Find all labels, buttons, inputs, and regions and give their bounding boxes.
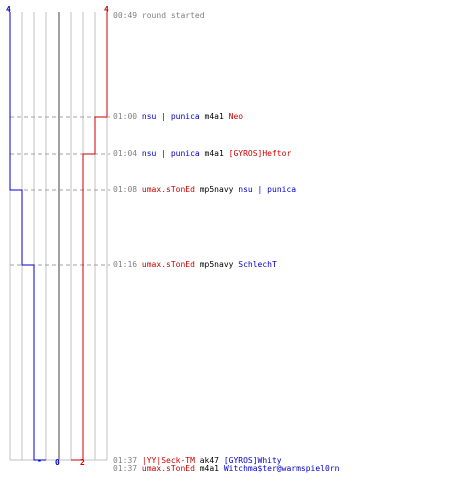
event-player-name: [GYROS]Heftor	[228, 149, 292, 158]
event-timestamp: 01:08	[113, 185, 138, 194]
event-row: 01:37 umax.sTonEd m4a1 Witchma$ter@warms…	[113, 464, 339, 474]
event-timestamp: 01:37	[113, 456, 138, 465]
event-weapon: m4a1	[204, 149, 224, 158]
event-weapon: mp5navy	[199, 260, 234, 269]
event-row: 01:37 |YY|Seck-TM ak47 [GYROS]Whity	[113, 456, 282, 466]
event-player-name: [GYROS]Whity	[223, 456, 282, 465]
event-player-name: nsu | punica	[238, 185, 297, 194]
team-a-bottom-count: 0	[55, 458, 60, 467]
event-row: 01:00 nsu | punica m4a1 Neo	[113, 112, 243, 122]
team-a-bottom-mark: -	[37, 456, 42, 465]
team-b-top-count: 4	[104, 5, 109, 14]
timeline-grid	[9, 12, 108, 461]
event-player-name: umax.sTonEd	[141, 464, 195, 473]
team-a-trace	[9, 12, 46, 461]
event-row: 01:16 umax.sTonEd mp5navy SchlechT	[113, 260, 277, 270]
event-row: 00:49 round started	[113, 11, 205, 21]
player-count-traces	[9, 12, 108, 461]
event-weapon: mp5navy	[199, 185, 234, 194]
event-message: round started	[141, 11, 205, 20]
event-timestamp: 00:49	[113, 11, 138, 20]
team-b-trace	[71, 12, 108, 461]
event-row: 01:04 nsu | punica m4a1 [GYROS]Heftor	[113, 149, 291, 159]
event-player-name: Witchma$ter@warmspiel0rn	[223, 464, 340, 473]
event-player-name: umax.sTonEd	[141, 185, 195, 194]
event-weapon: m4a1	[199, 464, 219, 473]
event-timestamp: 01:16	[113, 260, 138, 269]
event-row: 01:08 umax.sTonEd mp5navy nsu | punica	[113, 185, 296, 195]
event-timestamp: 01:37	[113, 464, 138, 473]
event-player-name: Neo	[228, 112, 244, 121]
event-timestamp: 01:04	[113, 149, 138, 158]
event-weapon: m4a1	[204, 112, 224, 121]
event-weapon: ak47	[199, 456, 219, 465]
event-player-name: |YY|Seck-TM	[141, 456, 195, 465]
team-b-bottom-count: 2	[80, 458, 85, 467]
event-player-name: SchlechT	[238, 260, 277, 269]
event-timestamp: 01:00	[113, 112, 138, 121]
event-player-name: nsu | punica	[141, 112, 200, 121]
event-player-name: umax.sTonEd	[141, 260, 195, 269]
team-a-top-count: 4	[6, 5, 11, 14]
event-player-name: nsu | punica	[141, 149, 200, 158]
